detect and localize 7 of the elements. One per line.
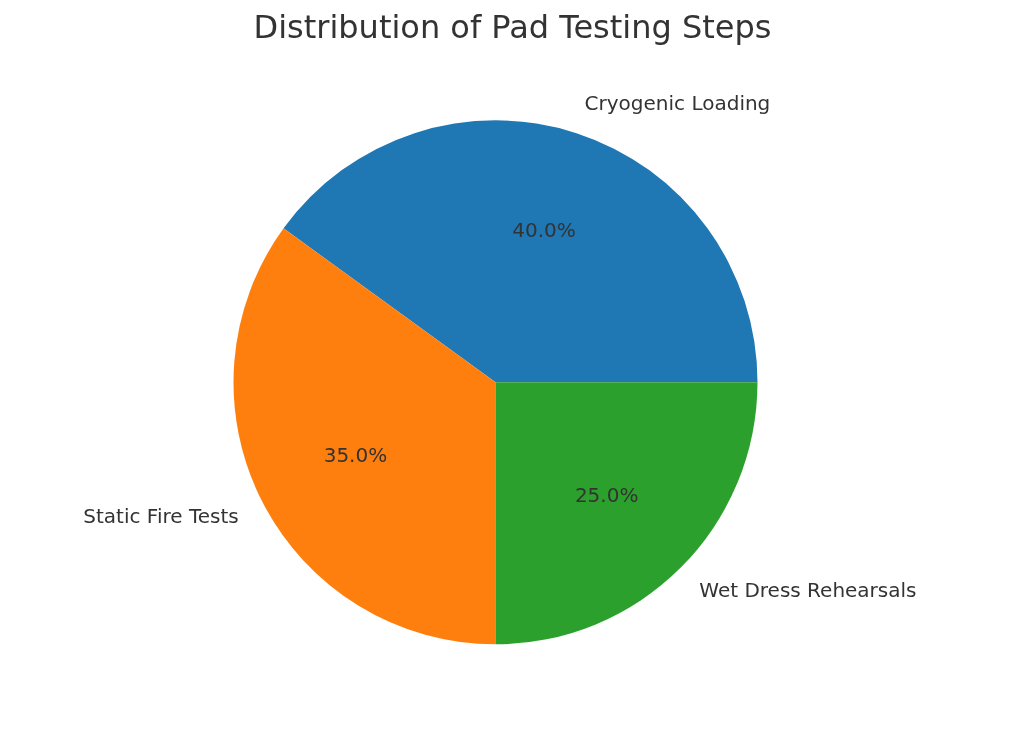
data-label: 35.0% bbox=[323, 442, 388, 467]
slice-label: Static Fire Tests bbox=[83, 503, 239, 528]
data-label: 40.0% bbox=[512, 218, 576, 243]
slice-label: Cryogenic Loading bbox=[584, 91, 771, 116]
data-label: 25.0% bbox=[574, 483, 639, 508]
slice-label: Wet Dress Rehearsals bbox=[699, 577, 917, 602]
chart-title: Distribution of Pad Testing Steps bbox=[253, 7, 772, 46]
